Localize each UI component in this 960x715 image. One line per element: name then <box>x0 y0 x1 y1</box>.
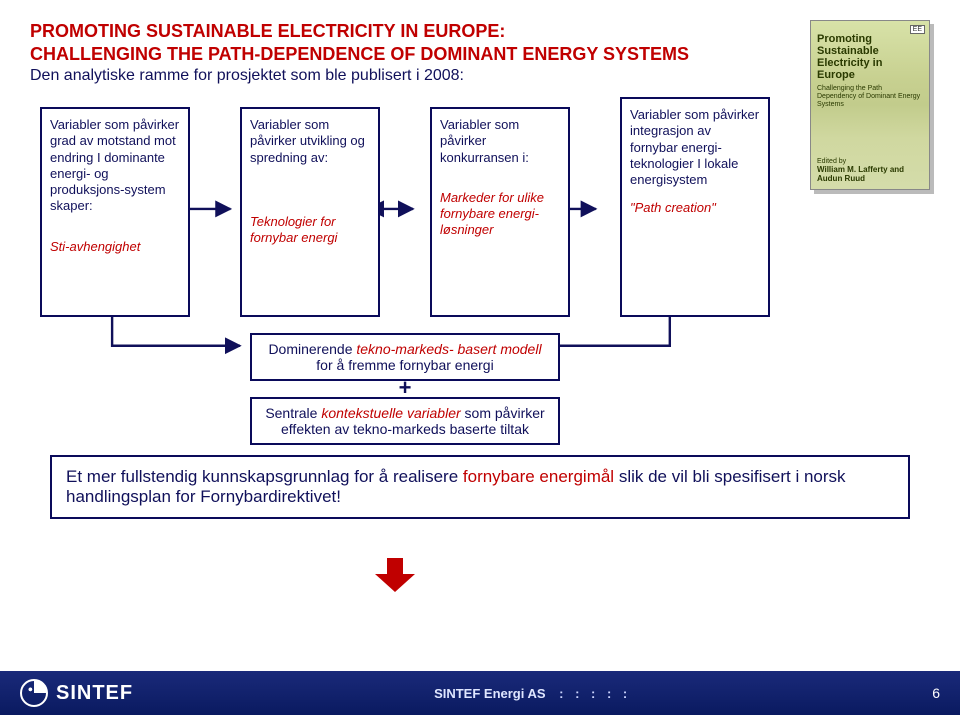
subtitle: Den analytiske ramme for prosjektet som … <box>30 67 730 85</box>
title-line-2: CHALLENGING THE PATH-DEPENDENCE OF DOMIN… <box>30 43 730 66</box>
concl-b: fornybare energimål <box>463 467 614 486</box>
footer-center-text: SINTEF Energi AS <box>434 686 545 701</box>
mid-box-model: Dominerende tekno-markeds- basert modell… <box>250 333 560 381</box>
mid1-b: tekno-markeds- basert modell <box>356 341 541 357</box>
title-block: PROMOTING SUSTAINABLE ELECTRICITY IN EUR… <box>30 20 730 85</box>
box2-emph: Teknologier for fornybar energi <box>250 214 370 247</box>
book-edited-label: Edited by <box>817 158 846 165</box>
diagram: Variabler som påvirker grad av motstand … <box>40 107 790 437</box>
footer: SINTEF SINTEF Energi AS : : : : : 6 <box>0 671 960 715</box>
book-edited: Edited by William M. Lafferty and Audun … <box>817 158 923 183</box>
title-line-1: PROMOTING SUSTAINABLE ELECTRICITY IN EUR… <box>30 20 730 43</box>
footer-brand: SINTEF <box>56 682 133 705</box>
footer-dots: : : : : : <box>559 686 631 701</box>
mid2-a: Sentrale <box>265 405 321 421</box>
box1-emph: Sti-avhengighet <box>50 239 180 255</box>
book-badge: EE <box>910 25 925 34</box>
conclusion-box: Et mer fullstendig kunnskapsgrunnlag for… <box>50 455 910 519</box>
book-authors: William M. Lafferty and Audun Ruud <box>817 165 904 183</box>
red-arrow-down <box>375 558 415 592</box>
book-cover: EE Promoting Sustainable Electricity in … <box>810 20 930 190</box>
slide: EE Promoting Sustainable Electricity in … <box>0 0 960 715</box>
box-technologies: Variabler som påvirker utvikling og spre… <box>240 107 380 317</box>
mid2-b: kontekstuelle variabler <box>321 405 464 421</box>
concl-a: Et mer fullstendig kunnskapsgrunnlag for… <box>66 467 463 486</box>
box2-head: Variabler som påvirker utvikling og spre… <box>250 117 370 166</box>
page-number: 6 <box>932 685 940 701</box>
book-title: Promoting Sustainable Electricity in Eur… <box>817 33 923 81</box>
mid1-c: for å fremme fornybar energi <box>316 357 493 373</box>
box3-emph: Markeder for ulike fornybare energi-løsn… <box>440 190 560 239</box>
box4-emph: "Path creation" <box>630 200 760 216</box>
book-subtitle: Challenging the Path Dependency of Domin… <box>817 85 923 108</box>
box1-head: Variabler som påvirker grad av motstand … <box>50 117 180 215</box>
footer-center: SINTEF Energi AS : : : : : <box>133 686 932 701</box>
mid1-a: Dominerende <box>268 341 356 357</box>
box-path-dependence: Variabler som påvirker grad av motstand … <box>40 107 190 317</box>
mid-box-context: Sentrale kontekstuelle variabler som påv… <box>250 397 560 445</box>
footer-logo: SINTEF <box>20 679 133 707</box>
box-integration: Variabler som påvirker integrasjon av fo… <box>620 97 770 317</box>
box-markets: Variabler som påvirker konkurransen i: M… <box>430 107 570 317</box>
box3-head: Variabler som påvirker konkurransen i: <box>440 117 560 166</box>
box4-head: Variabler som påvirker integrasjon av fo… <box>630 107 760 188</box>
sintef-logo-icon <box>20 679 48 707</box>
